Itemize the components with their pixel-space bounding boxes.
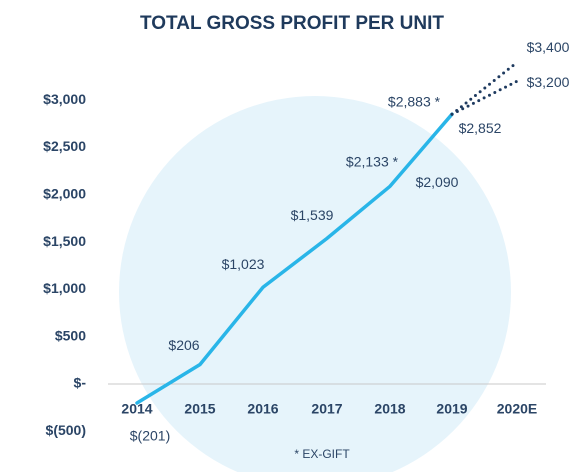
footnote: * EX-GIFT xyxy=(294,447,350,461)
x-tick-label: 2016 xyxy=(247,401,278,417)
chart-title: TOTAL GROSS PROFIT PER UNIT xyxy=(140,13,444,34)
x-tick-label: 2014 xyxy=(121,401,152,417)
data-label: $2,852 xyxy=(459,120,502,136)
x-tick-label: 2020E xyxy=(497,401,537,417)
series-line xyxy=(135,112,454,405)
series-line xyxy=(450,79,519,116)
x-tick-label: 2017 xyxy=(311,401,342,417)
x-tick-label: 2015 xyxy=(184,401,215,417)
y-tick-label: $- xyxy=(74,375,87,391)
y-tick-label: $2,500 xyxy=(43,138,86,154)
series-line xyxy=(450,60,519,116)
data-label: $2,090 xyxy=(416,174,459,190)
x-tick-label: 2018 xyxy=(374,401,405,417)
y-tick-label: $500 xyxy=(55,327,86,343)
data-label: $(201) xyxy=(130,428,170,444)
y-tick-label: $1,500 xyxy=(43,233,86,249)
x-tick-label: 2019 xyxy=(436,401,467,417)
y-tick-label: $3,000 xyxy=(43,91,86,107)
data-label: $1,023 xyxy=(222,256,265,272)
y-tick-label: $1,000 xyxy=(43,280,86,296)
annotation: $2,883 * xyxy=(388,94,441,110)
data-label: $1,539 xyxy=(291,207,334,223)
background-circle xyxy=(119,96,511,472)
data-label: $3,400 xyxy=(527,39,570,55)
annotation: $2,133 * xyxy=(346,154,399,170)
data-label: $206 xyxy=(168,337,199,353)
data-label: $3,200 xyxy=(527,74,570,90)
y-tick-label: $(500) xyxy=(46,422,86,438)
y-tick-label: $2,000 xyxy=(43,186,86,202)
